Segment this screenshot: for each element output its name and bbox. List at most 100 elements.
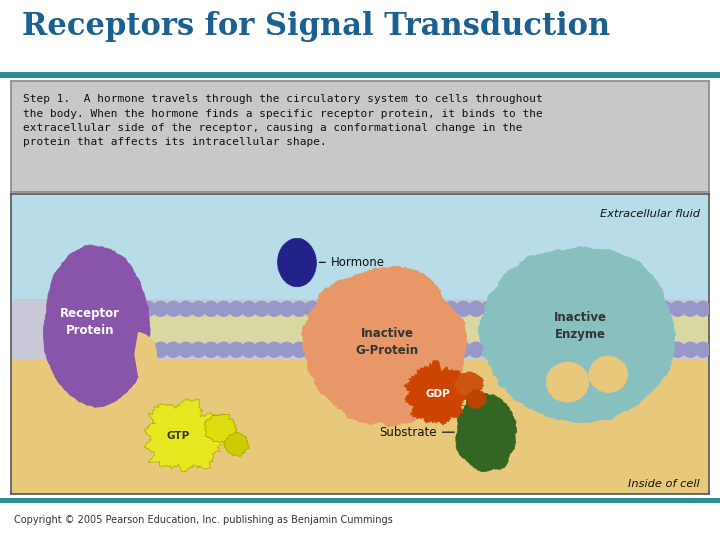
Circle shape bbox=[305, 301, 319, 316]
Polygon shape bbox=[204, 414, 237, 443]
Circle shape bbox=[128, 342, 143, 357]
Circle shape bbox=[670, 342, 685, 357]
Circle shape bbox=[368, 301, 382, 316]
Circle shape bbox=[645, 301, 660, 316]
Circle shape bbox=[544, 301, 559, 316]
Circle shape bbox=[217, 301, 231, 316]
Circle shape bbox=[519, 301, 534, 316]
Wedge shape bbox=[135, 333, 156, 376]
Circle shape bbox=[658, 301, 672, 316]
Text: Inactive
Enzyme: Inactive Enzyme bbox=[554, 311, 607, 341]
Circle shape bbox=[229, 301, 243, 316]
Circle shape bbox=[393, 342, 408, 357]
Circle shape bbox=[595, 342, 609, 357]
Circle shape bbox=[128, 301, 143, 316]
Polygon shape bbox=[302, 266, 467, 427]
Polygon shape bbox=[404, 360, 472, 426]
Circle shape bbox=[481, 342, 496, 357]
Polygon shape bbox=[478, 246, 676, 423]
Circle shape bbox=[141, 301, 156, 316]
Circle shape bbox=[292, 301, 307, 316]
Circle shape bbox=[608, 342, 622, 357]
Polygon shape bbox=[456, 393, 517, 472]
Text: Receptors for Signal Transduction: Receptors for Signal Transduction bbox=[22, 11, 610, 42]
Circle shape bbox=[330, 342, 344, 357]
Circle shape bbox=[267, 301, 282, 316]
Circle shape bbox=[153, 342, 168, 357]
Circle shape bbox=[229, 342, 243, 357]
Text: Copyright © 2005 Pearson Education, Inc. publishing as Benjamin Cummings: Copyright © 2005 Pearson Education, Inc.… bbox=[14, 515, 393, 525]
Polygon shape bbox=[144, 399, 226, 472]
Circle shape bbox=[544, 342, 559, 357]
Circle shape bbox=[330, 301, 344, 316]
Circle shape bbox=[355, 301, 369, 316]
Circle shape bbox=[444, 301, 458, 316]
Text: Extracellular fluid: Extracellular fluid bbox=[600, 210, 700, 219]
Circle shape bbox=[557, 342, 572, 357]
Circle shape bbox=[368, 342, 382, 357]
Bar bbox=[11, 359, 709, 494]
Circle shape bbox=[78, 301, 92, 316]
Text: GDP: GDP bbox=[426, 389, 450, 399]
Circle shape bbox=[355, 342, 369, 357]
Circle shape bbox=[658, 342, 672, 357]
Circle shape bbox=[494, 301, 508, 316]
Circle shape bbox=[318, 301, 332, 316]
Circle shape bbox=[141, 342, 156, 357]
Circle shape bbox=[254, 301, 269, 316]
Circle shape bbox=[645, 342, 660, 357]
Circle shape bbox=[519, 342, 534, 357]
Circle shape bbox=[481, 301, 496, 316]
Circle shape bbox=[431, 342, 446, 357]
Circle shape bbox=[620, 342, 634, 357]
Circle shape bbox=[405, 301, 420, 316]
Polygon shape bbox=[546, 362, 589, 402]
Circle shape bbox=[166, 342, 181, 357]
Circle shape bbox=[305, 342, 319, 357]
Circle shape bbox=[633, 301, 647, 316]
Circle shape bbox=[444, 342, 458, 357]
Text: Receptor
Protein: Receptor Protein bbox=[60, 307, 120, 338]
Circle shape bbox=[595, 301, 609, 316]
Text: Substrate: Substrate bbox=[379, 426, 454, 438]
Circle shape bbox=[279, 301, 294, 316]
Bar bbox=[11, 299, 709, 359]
Bar bbox=[11, 194, 709, 299]
Circle shape bbox=[103, 342, 117, 357]
Circle shape bbox=[242, 342, 256, 357]
Circle shape bbox=[343, 342, 357, 357]
Circle shape bbox=[318, 342, 332, 357]
Circle shape bbox=[582, 301, 597, 316]
Circle shape bbox=[254, 342, 269, 357]
Circle shape bbox=[380, 342, 395, 357]
Text: Inside of cell: Inside of cell bbox=[628, 479, 700, 489]
Circle shape bbox=[380, 301, 395, 316]
Text: GTP: GTP bbox=[167, 431, 190, 441]
Circle shape bbox=[153, 301, 168, 316]
Circle shape bbox=[267, 342, 282, 357]
Circle shape bbox=[570, 342, 584, 357]
Circle shape bbox=[179, 342, 193, 357]
Text: Step 1.  A hormone travels through the circulatory system to cells throughout
th: Step 1. A hormone travels through the ci… bbox=[23, 94, 543, 147]
Circle shape bbox=[683, 342, 698, 357]
Circle shape bbox=[115, 301, 130, 316]
Circle shape bbox=[204, 342, 218, 357]
Circle shape bbox=[192, 342, 206, 357]
Circle shape bbox=[506, 342, 521, 357]
Polygon shape bbox=[224, 432, 249, 457]
Text: Hormone: Hormone bbox=[319, 256, 385, 269]
Circle shape bbox=[115, 342, 130, 357]
Circle shape bbox=[670, 301, 685, 316]
Circle shape bbox=[620, 301, 634, 316]
Circle shape bbox=[179, 301, 193, 316]
Circle shape bbox=[469, 301, 483, 316]
Circle shape bbox=[456, 342, 471, 357]
Circle shape bbox=[204, 301, 218, 316]
Circle shape bbox=[506, 301, 521, 316]
Circle shape bbox=[683, 301, 698, 316]
Circle shape bbox=[90, 301, 105, 316]
Bar bbox=[78, 316, 709, 342]
Circle shape bbox=[103, 301, 117, 316]
Circle shape bbox=[292, 342, 307, 357]
Circle shape bbox=[418, 342, 433, 357]
